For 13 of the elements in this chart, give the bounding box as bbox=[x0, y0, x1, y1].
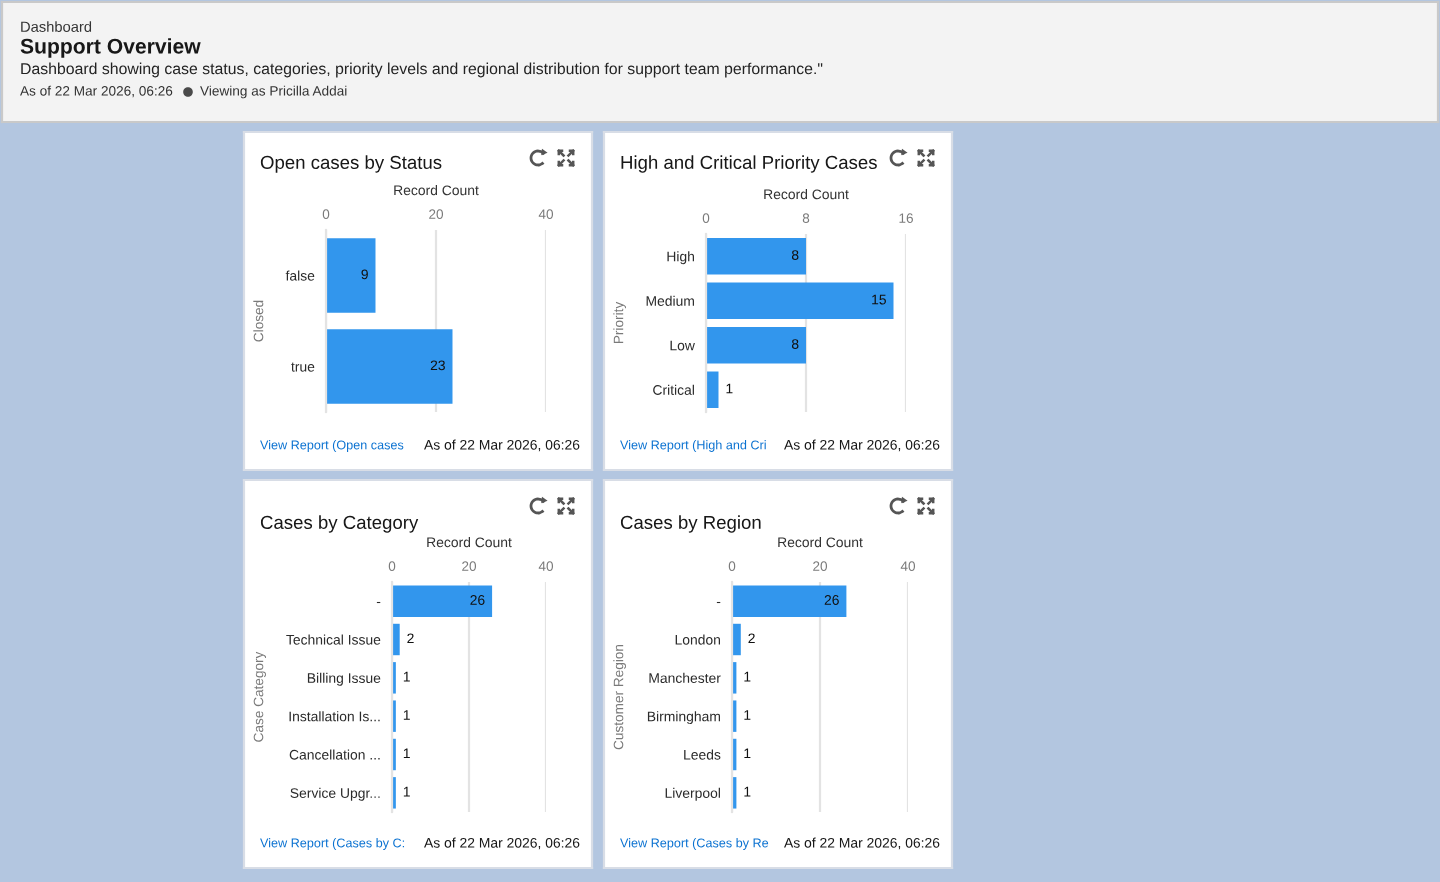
chart-title: High and Critical Priority Cases bbox=[621, 155, 877, 173]
bar bbox=[732, 623, 741, 656]
bar bbox=[706, 282, 894, 319]
bar bbox=[706, 327, 806, 364]
bar bbox=[732, 585, 847, 617]
text: Support Overview bbox=[20, 38, 201, 58]
bar bbox=[392, 623, 400, 656]
bar bbox=[706, 371, 719, 408]
chart-title: Open cases by Status bbox=[260, 155, 442, 173]
chart-title: Cases by Region bbox=[620, 515, 761, 533]
bar bbox=[706, 238, 806, 275]
bar bbox=[392, 585, 493, 617]
chart-title: Cases by Category bbox=[260, 515, 419, 533]
